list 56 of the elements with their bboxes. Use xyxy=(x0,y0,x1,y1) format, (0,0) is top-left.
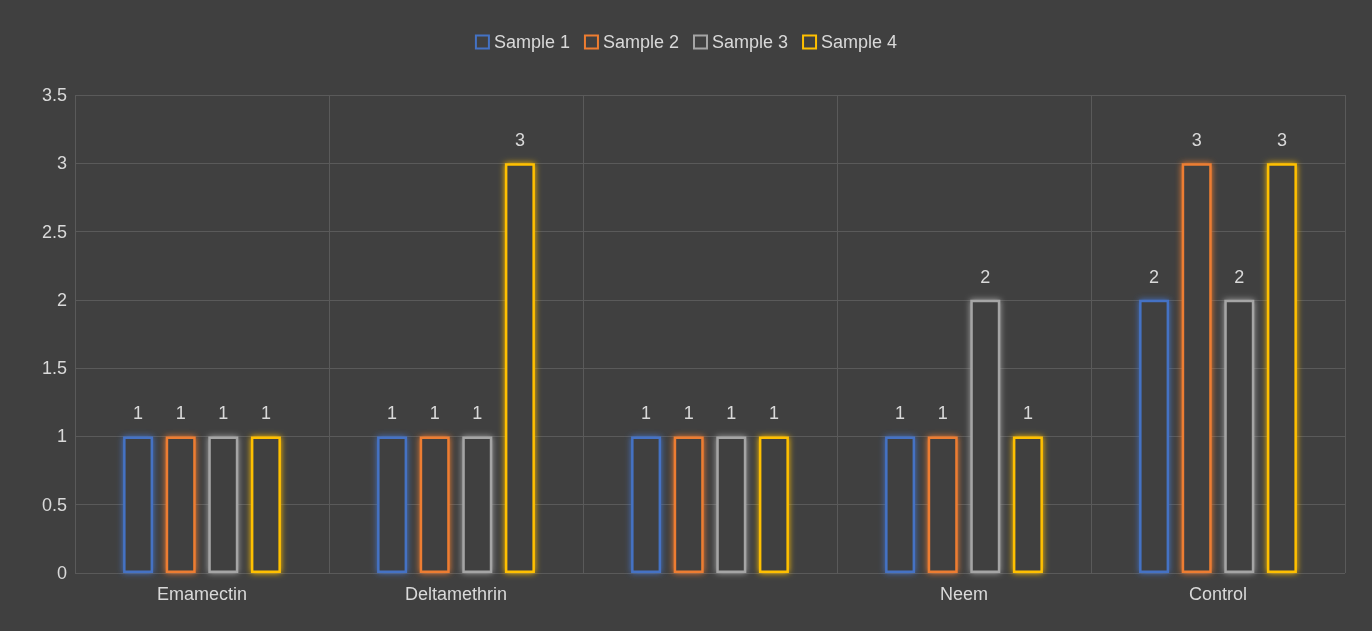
bar xyxy=(970,299,1001,573)
bar xyxy=(462,436,493,573)
data-label: 2 xyxy=(1149,266,1160,287)
data-label: 1 xyxy=(133,403,144,424)
x-tick-label: Deltamethrin xyxy=(404,584,508,604)
data-label: 1 xyxy=(472,403,483,424)
bar xyxy=(208,436,239,573)
x-tick-label: Emamectin xyxy=(156,584,248,604)
y-tick-label: 0.5 xyxy=(41,494,67,515)
y-tick-label: 1.5 xyxy=(41,358,67,379)
y-tick-label: 2.5 xyxy=(41,221,67,242)
y-tick-label: 3.5 xyxy=(41,85,67,105)
data-label: 1 xyxy=(895,403,906,424)
data-label: 1 xyxy=(726,403,737,424)
legend-label: Sample 1 xyxy=(493,32,570,52)
data-label: 2 xyxy=(1234,266,1245,287)
bar xyxy=(1266,163,1297,573)
bar xyxy=(250,436,281,573)
bar xyxy=(758,436,789,573)
x-tick-label: Neem xyxy=(939,584,989,604)
y-tick-label: 1 xyxy=(56,426,67,447)
data-label: 1 xyxy=(387,403,398,424)
bar xyxy=(1012,436,1043,573)
data-label: 3 xyxy=(514,130,525,151)
data-label: 2 xyxy=(980,266,991,287)
bar xyxy=(1181,163,1212,573)
bar xyxy=(419,436,450,573)
data-label: 1 xyxy=(683,403,694,424)
y-tick-label: 0 xyxy=(56,563,67,583)
bar xyxy=(123,436,154,573)
bar xyxy=(165,436,196,573)
data-label: 3 xyxy=(1191,130,1202,151)
y-tick-label: 3 xyxy=(56,153,67,174)
data-label: 1 xyxy=(175,403,186,424)
data-label: 1 xyxy=(1022,403,1033,424)
bar xyxy=(885,436,916,573)
bar xyxy=(673,436,704,573)
data-label: 1 xyxy=(260,403,271,424)
bar xyxy=(377,436,408,573)
data-label: 3 xyxy=(1276,130,1287,151)
bar xyxy=(716,436,747,573)
bar xyxy=(1224,299,1255,573)
bar xyxy=(504,163,535,573)
bar xyxy=(631,436,662,573)
x-tick-label: Control xyxy=(1188,584,1248,604)
data-label: 1 xyxy=(641,403,652,424)
bar xyxy=(1139,299,1170,573)
y-tick-label: 2 xyxy=(56,289,67,310)
bar xyxy=(927,436,958,573)
legend-label: Sample 2 xyxy=(602,32,679,52)
data-label: 1 xyxy=(937,403,948,424)
legend-label: Sample 4 xyxy=(821,32,898,52)
data-label: 1 xyxy=(768,403,779,424)
data-label: 1 xyxy=(218,403,229,424)
data-label: 1 xyxy=(429,403,440,424)
legend-label: Sample 3 xyxy=(712,32,789,52)
